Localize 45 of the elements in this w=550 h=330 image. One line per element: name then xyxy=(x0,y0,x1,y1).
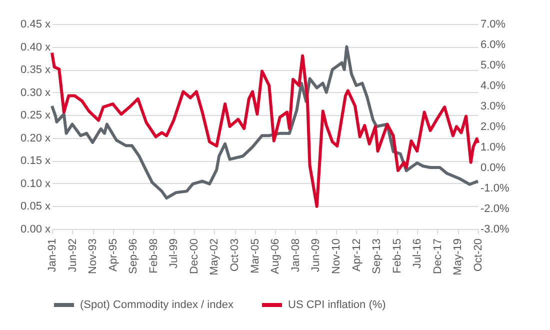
y2-tick-label: 2.0% xyxy=(480,121,506,133)
x-tick-label: Feb-15 xyxy=(391,238,404,274)
x-tick-label: Jan-08 xyxy=(290,238,302,272)
y-tick-label: 0.05 x xyxy=(20,200,51,213)
y2-tick-label: -1.0% xyxy=(480,182,510,194)
x-tick-label: Aug-06 xyxy=(270,238,282,274)
x-tick-label: Dec-17 xyxy=(432,238,444,274)
x-tick-label: Oct-03 xyxy=(229,238,242,272)
x-tick-label: Apr-95 xyxy=(107,238,120,272)
y2-tick-label: 4.0% xyxy=(480,80,506,92)
legend-label: (Spot) Commodity index / index xyxy=(80,299,234,311)
x-tick-label: Mar-05 xyxy=(249,238,262,274)
x-tick-label: May-02 xyxy=(208,238,221,276)
x-tick-label: Dec-00 xyxy=(188,238,200,274)
x-tick-label: Sep-96 xyxy=(128,238,140,274)
x-tick-label: Oct-20 xyxy=(472,238,484,272)
x-tick-label: Nov-93 xyxy=(87,238,100,274)
y-tick-label: 0.25 x xyxy=(20,110,51,122)
y2-tick-label: 1.0% xyxy=(480,142,506,154)
y-tick-label: 0.00 x xyxy=(20,224,51,236)
y-tick-label: 0.45 x xyxy=(20,18,51,30)
y-tick-label: 0.15 x xyxy=(20,155,51,168)
x-tick-label: Jan-91 xyxy=(46,238,58,272)
legend-label: US CPI inflation (%) xyxy=(288,299,386,311)
y2-tick-label: 3.0% xyxy=(480,100,506,112)
x-tick-label: Jun-09 xyxy=(310,238,322,272)
y-tick-label: 0.40 x xyxy=(20,41,51,54)
x-tick-label: Jul-99 xyxy=(168,238,180,268)
y-tick-label: 0.35 x xyxy=(20,64,51,76)
y-tick-label: 0.20 x xyxy=(20,132,51,144)
x-tick-label: Jun-92 xyxy=(66,238,79,272)
y2-tick-label: 5.0% xyxy=(480,60,506,72)
y2-tick-label: -3.0% xyxy=(480,224,510,236)
x-tick-label: Feb-98 xyxy=(148,238,160,274)
y2-tick-label: -2.0% xyxy=(480,203,510,215)
x-tick-label: Jul-16 xyxy=(412,238,424,268)
y-tick-label: 0.30 x xyxy=(20,86,51,99)
x-tick-label: May-19 xyxy=(452,238,464,276)
x-tick-label: Apr-12 xyxy=(350,238,363,272)
x-tick-label: Nov-10 xyxy=(330,238,342,274)
y2-tick-label: 7.0% xyxy=(480,18,506,30)
y-tick-label: 0.10 x xyxy=(20,178,51,190)
x-tick-label: Sep-13 xyxy=(371,238,384,274)
y2-tick-label: 0.0% xyxy=(480,162,506,174)
y2-tick-label: 6.0% xyxy=(480,39,506,51)
